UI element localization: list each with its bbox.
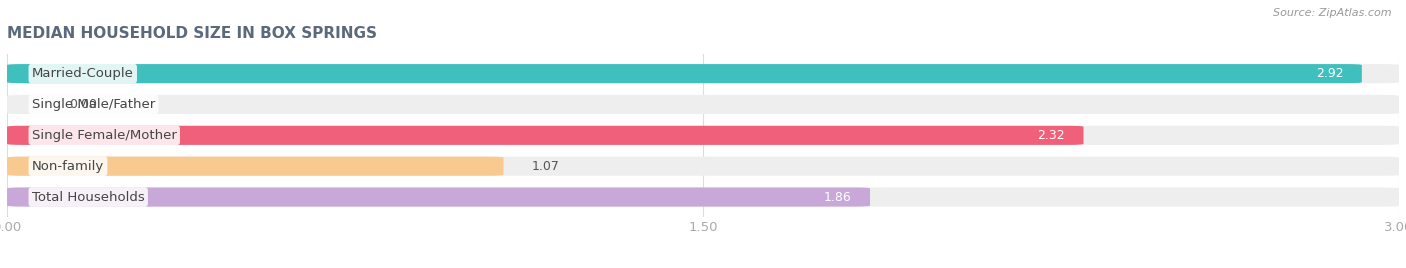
FancyBboxPatch shape	[7, 188, 1399, 207]
Text: 2.92: 2.92	[1316, 67, 1343, 80]
FancyBboxPatch shape	[7, 126, 1399, 145]
Text: Non-family: Non-family	[32, 160, 104, 173]
Text: Married-Couple: Married-Couple	[32, 67, 134, 80]
Text: Source: ZipAtlas.com: Source: ZipAtlas.com	[1274, 8, 1392, 18]
Text: 1.86: 1.86	[824, 191, 852, 203]
Text: 2.32: 2.32	[1038, 129, 1064, 142]
Text: 1.07: 1.07	[531, 160, 560, 173]
FancyBboxPatch shape	[7, 64, 1399, 83]
Text: Single Male/Father: Single Male/Father	[32, 98, 155, 111]
FancyBboxPatch shape	[7, 157, 503, 176]
FancyBboxPatch shape	[7, 95, 1399, 114]
Text: 0.00: 0.00	[69, 98, 97, 111]
FancyBboxPatch shape	[7, 64, 1362, 83]
FancyBboxPatch shape	[7, 157, 1399, 176]
FancyBboxPatch shape	[7, 126, 1084, 145]
Text: Total Households: Total Households	[32, 191, 145, 203]
Text: Single Female/Mother: Single Female/Mother	[32, 129, 177, 142]
Text: MEDIAN HOUSEHOLD SIZE IN BOX SPRINGS: MEDIAN HOUSEHOLD SIZE IN BOX SPRINGS	[7, 25, 377, 40]
FancyBboxPatch shape	[7, 188, 870, 207]
